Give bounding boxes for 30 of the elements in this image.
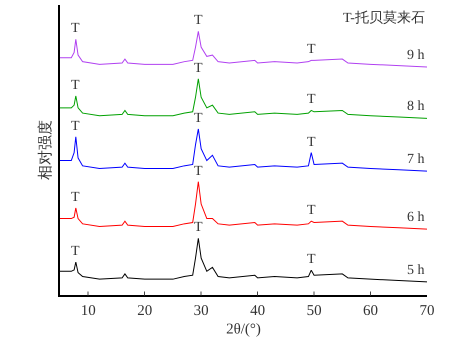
annotation: T [71, 190, 80, 205]
series-label: 8 h [407, 99, 424, 114]
annotation: T [71, 119, 80, 134]
series-label: 9 h [407, 48, 424, 63]
annotation: T [194, 220, 203, 235]
x-tick-label: 60 [363, 302, 378, 319]
annotation: T [194, 13, 203, 28]
annotation: T [307, 203, 316, 218]
text: T-托贝莫来石 [343, 10, 425, 26]
x-tick-label: 20 [137, 302, 152, 319]
x-axis-title: 2θ/(°) [226, 321, 261, 338]
x-tick-label: 30 [194, 302, 209, 319]
annotation: T [307, 92, 316, 107]
x-tick-label: 50 [306, 302, 322, 319]
annotation: T [71, 244, 80, 259]
annotation: T [307, 252, 316, 267]
annotation: T [71, 21, 80, 36]
annotation: T [194, 111, 203, 126]
annotation: T [71, 78, 80, 93]
series-label: 5 h [407, 263, 424, 278]
annotation: T [194, 164, 203, 179]
annotation: T [307, 135, 316, 150]
x-tick-label: 40 [250, 302, 266, 319]
x-tick-label: 70 [420, 302, 434, 319]
x-tick-label: 10 [80, 302, 96, 319]
y-axis-title: 相对强度 [37, 120, 54, 180]
series-label: 6 h [407, 210, 424, 225]
series-label: 7 h [407, 152, 424, 167]
annotation: T [194, 61, 203, 76]
annotation: T [307, 42, 316, 57]
